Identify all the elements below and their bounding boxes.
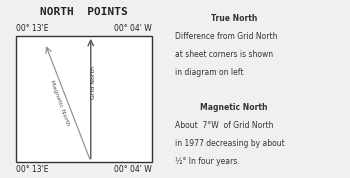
- Text: at sheet corners is shown: at sheet corners is shown: [175, 50, 273, 59]
- Text: Grid North: Grid North: [91, 66, 97, 99]
- Text: 00° 04' W: 00° 04' W: [114, 24, 152, 33]
- Text: Magnetic North: Magnetic North: [49, 79, 70, 126]
- Text: in 1977 decreasing by about: in 1977 decreasing by about: [175, 139, 285, 148]
- Text: True North: True North: [211, 14, 257, 23]
- Text: Magnetic North: Magnetic North: [200, 103, 268, 112]
- Text: 00° 04' W: 00° 04' W: [114, 164, 152, 174]
- Text: NORTH  POINTS: NORTH POINTS: [40, 7, 128, 17]
- Text: About  7°W  of Grid North: About 7°W of Grid North: [175, 121, 274, 130]
- Text: 00° 13'E: 00° 13'E: [16, 24, 49, 33]
- Text: 00° 13'E: 00° 13'E: [16, 164, 49, 174]
- Bar: [16, 36, 152, 162]
- Text: ½° In four years.: ½° In four years.: [175, 157, 240, 166]
- Text: Difference from Grid North: Difference from Grid North: [175, 32, 278, 41]
- Text: in diagram on left: in diagram on left: [175, 68, 244, 77]
